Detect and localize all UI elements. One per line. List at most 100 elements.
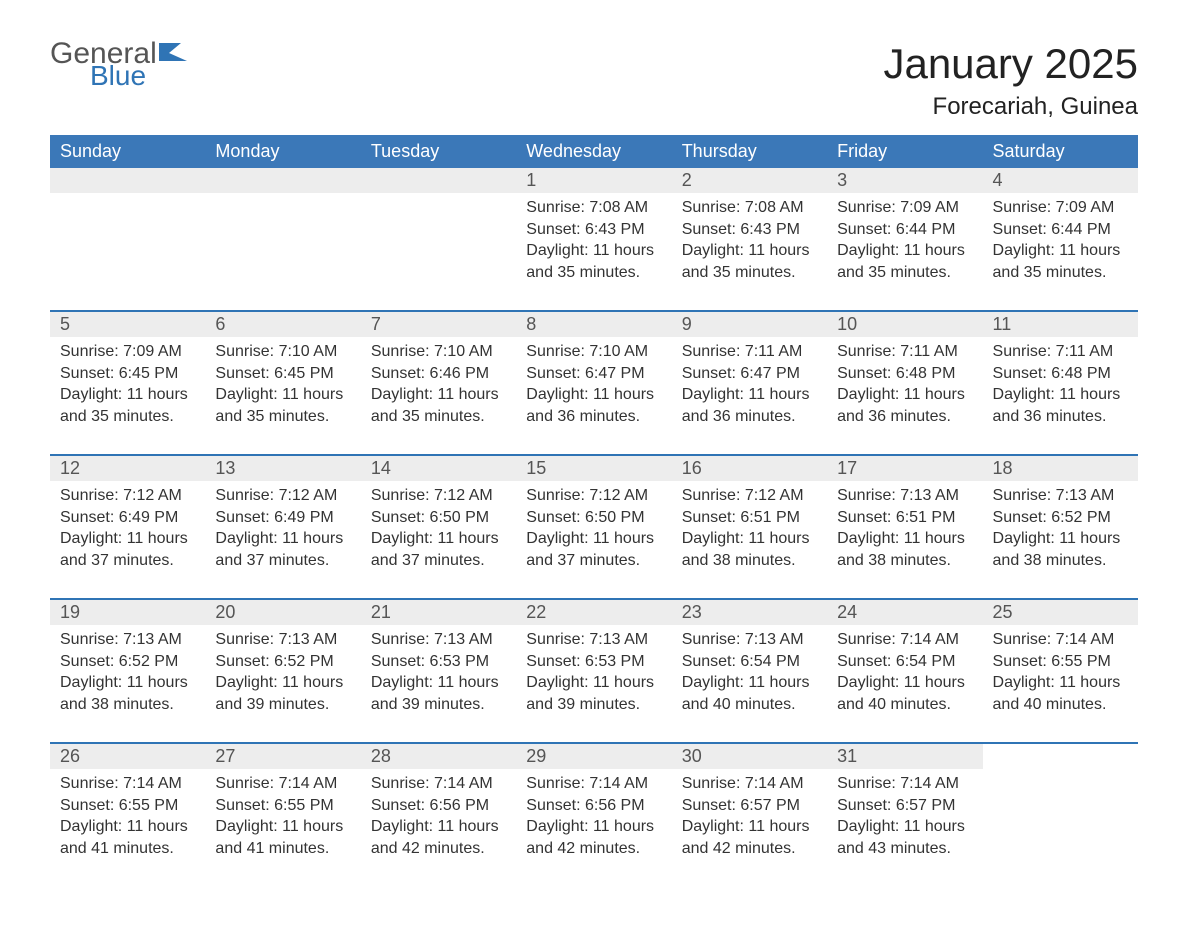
- sunrise-line: Sunrise: 7:12 AM: [526, 485, 661, 507]
- sunset-line: Sunset: 6:55 PM: [60, 795, 195, 817]
- sunrise-line: Sunrise: 7:13 AM: [682, 629, 817, 651]
- daylight-line: Daylight: 11 hours and 42 minutes.: [682, 816, 817, 859]
- day-content-row: Sunrise: 7:14 AMSunset: 6:55 PMDaylight:…: [50, 769, 1138, 887]
- day-content-cell: Sunrise: 7:14 AMSunset: 6:57 PMDaylight:…: [672, 769, 827, 887]
- sunrise-line: Sunrise: 7:12 AM: [682, 485, 817, 507]
- daylight-line: Daylight: 11 hours and 38 minutes.: [60, 672, 195, 715]
- sunset-line: Sunset: 6:54 PM: [682, 651, 817, 673]
- sunset-line: Sunset: 6:48 PM: [837, 363, 972, 385]
- daylight-line: Daylight: 11 hours and 41 minutes.: [215, 816, 350, 859]
- daylight-line: Daylight: 11 hours and 40 minutes.: [682, 672, 817, 715]
- day-number-cell: 24: [827, 599, 982, 625]
- day-content-row: Sunrise: 7:08 AMSunset: 6:43 PMDaylight:…: [50, 193, 1138, 311]
- day-content-cell: [983, 769, 1138, 887]
- daylight-line: Daylight: 11 hours and 36 minutes.: [837, 384, 972, 427]
- day-content-cell: Sunrise: 7:09 AMSunset: 6:45 PMDaylight:…: [50, 337, 205, 455]
- day-number-row: 12131415161718: [50, 455, 1138, 481]
- day-content-cell: Sunrise: 7:14 AMSunset: 6:56 PMDaylight:…: [516, 769, 671, 887]
- sunrise-line: Sunrise: 7:12 AM: [371, 485, 506, 507]
- day-content-cell: [205, 193, 360, 311]
- day-number-cell: 2: [672, 168, 827, 193]
- daylight-line: Daylight: 11 hours and 37 minutes.: [371, 528, 506, 571]
- sunrise-line: Sunrise: 7:09 AM: [993, 197, 1128, 219]
- day-content-cell: Sunrise: 7:10 AMSunset: 6:47 PMDaylight:…: [516, 337, 671, 455]
- daylight-line: Daylight: 11 hours and 41 minutes.: [60, 816, 195, 859]
- day-number-cell: 18: [983, 455, 1138, 481]
- day-number-cell: 3: [827, 168, 982, 193]
- daylight-line: Daylight: 11 hours and 42 minutes.: [371, 816, 506, 859]
- sunset-line: Sunset: 6:56 PM: [526, 795, 661, 817]
- day-number-cell: 16: [672, 455, 827, 481]
- daylight-line: Daylight: 11 hours and 35 minutes.: [837, 240, 972, 283]
- day-content-row: Sunrise: 7:12 AMSunset: 6:49 PMDaylight:…: [50, 481, 1138, 599]
- daylight-line: Daylight: 11 hours and 40 minutes.: [993, 672, 1128, 715]
- day-number-cell: 8: [516, 311, 671, 337]
- day-content-cell: Sunrise: 7:11 AMSunset: 6:48 PMDaylight:…: [983, 337, 1138, 455]
- daylight-line: Daylight: 11 hours and 37 minutes.: [215, 528, 350, 571]
- sunset-line: Sunset: 6:50 PM: [371, 507, 506, 529]
- sunset-line: Sunset: 6:46 PM: [371, 363, 506, 385]
- sunset-line: Sunset: 6:48 PM: [993, 363, 1128, 385]
- sunset-line: Sunset: 6:52 PM: [60, 651, 195, 673]
- day-number-cell: 27: [205, 743, 360, 769]
- sunset-line: Sunset: 6:45 PM: [60, 363, 195, 385]
- sunset-line: Sunset: 6:43 PM: [526, 219, 661, 241]
- day-content-cell: Sunrise: 7:09 AMSunset: 6:44 PMDaylight:…: [983, 193, 1138, 311]
- daylight-line: Daylight: 11 hours and 35 minutes.: [60, 384, 195, 427]
- weekday-header: Friday: [827, 135, 982, 168]
- sunset-line: Sunset: 6:44 PM: [837, 219, 972, 241]
- day-content-row: Sunrise: 7:09 AMSunset: 6:45 PMDaylight:…: [50, 337, 1138, 455]
- sunrise-line: Sunrise: 7:14 AM: [215, 773, 350, 795]
- day-number-cell: 10: [827, 311, 982, 337]
- day-number-cell: 13: [205, 455, 360, 481]
- sunrise-line: Sunrise: 7:08 AM: [526, 197, 661, 219]
- sunrise-line: Sunrise: 7:13 AM: [215, 629, 350, 651]
- day-number-cell: 26: [50, 743, 205, 769]
- sunset-line: Sunset: 6:52 PM: [215, 651, 350, 673]
- sunset-line: Sunset: 6:51 PM: [682, 507, 817, 529]
- location-subtitle: Forecariah, Guinea: [50, 93, 1138, 121]
- day-number-cell: 17: [827, 455, 982, 481]
- daylight-line: Daylight: 11 hours and 38 minutes.: [993, 528, 1128, 571]
- day-number-cell: 31: [827, 743, 982, 769]
- day-number-cell: 6: [205, 311, 360, 337]
- sunset-line: Sunset: 6:55 PM: [215, 795, 350, 817]
- sunset-line: Sunset: 6:49 PM: [215, 507, 350, 529]
- header: General Blue January 2025: [50, 40, 1138, 89]
- sunrise-line: Sunrise: 7:14 AM: [60, 773, 195, 795]
- day-content-cell: Sunrise: 7:14 AMSunset: 6:55 PMDaylight:…: [205, 769, 360, 887]
- daylight-line: Daylight: 11 hours and 39 minutes.: [371, 672, 506, 715]
- day-content-cell: Sunrise: 7:14 AMSunset: 6:56 PMDaylight:…: [361, 769, 516, 887]
- sunrise-line: Sunrise: 7:11 AM: [682, 341, 817, 363]
- sunrise-line: Sunrise: 7:13 AM: [526, 629, 661, 651]
- day-number-cell: 30: [672, 743, 827, 769]
- day-number-cell: 12: [50, 455, 205, 481]
- sunset-line: Sunset: 6:43 PM: [682, 219, 817, 241]
- sunset-line: Sunset: 6:50 PM: [526, 507, 661, 529]
- page-title: January 2025: [883, 40, 1138, 88]
- logo-flag-icon: [159, 43, 187, 63]
- sunset-line: Sunset: 6:56 PM: [371, 795, 506, 817]
- sunrise-line: Sunrise: 7:14 AM: [371, 773, 506, 795]
- sunrise-line: Sunrise: 7:14 AM: [526, 773, 661, 795]
- sunrise-line: Sunrise: 7:10 AM: [215, 341, 350, 363]
- day-content-cell: Sunrise: 7:14 AMSunset: 6:55 PMDaylight:…: [50, 769, 205, 887]
- daylight-line: Daylight: 11 hours and 35 minutes.: [215, 384, 350, 427]
- day-content-cell: Sunrise: 7:13 AMSunset: 6:52 PMDaylight:…: [983, 481, 1138, 599]
- sunset-line: Sunset: 6:44 PM: [993, 219, 1128, 241]
- day-content-cell: Sunrise: 7:09 AMSunset: 6:44 PMDaylight:…: [827, 193, 982, 311]
- sunrise-line: Sunrise: 7:12 AM: [60, 485, 195, 507]
- day-number-cell: 25: [983, 599, 1138, 625]
- sunrise-line: Sunrise: 7:13 AM: [837, 485, 972, 507]
- weekday-header: Wednesday: [516, 135, 671, 168]
- daylight-line: Daylight: 11 hours and 35 minutes.: [993, 240, 1128, 283]
- day-number-row: 262728293031: [50, 743, 1138, 769]
- day-number-cell: 28: [361, 743, 516, 769]
- day-number-cell: 15: [516, 455, 671, 481]
- day-content-cell: Sunrise: 7:13 AMSunset: 6:53 PMDaylight:…: [361, 625, 516, 743]
- daylight-line: Daylight: 11 hours and 37 minutes.: [60, 528, 195, 571]
- daylight-line: Daylight: 11 hours and 36 minutes.: [993, 384, 1128, 427]
- sunrise-line: Sunrise: 7:08 AM: [682, 197, 817, 219]
- day-number-row: 567891011: [50, 311, 1138, 337]
- day-number-cell: 29: [516, 743, 671, 769]
